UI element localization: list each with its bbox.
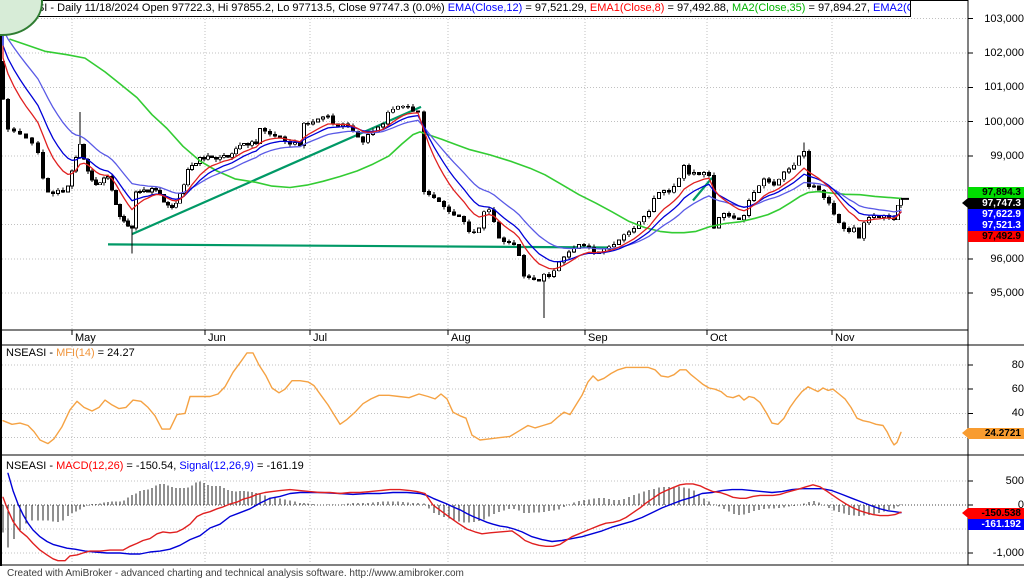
month-label-oct: Oct (710, 332, 728, 344)
gridlines (2, 18, 968, 564)
tag-arrow-icon (962, 428, 968, 438)
moving-average-lines (2, 21, 909, 270)
tag-arrow-icon (962, 508, 968, 518)
macd-title-segment: NSEASI - (6, 460, 57, 472)
macd-histogram (2, 481, 902, 548)
value-tag: 97,521.3 (968, 220, 1024, 231)
month-label-nov: Nov (835, 332, 855, 344)
axis-tick-label: -1,000 (992, 547, 1024, 559)
value-tag: -161.192 (968, 519, 1024, 530)
axis-tick-label: 95,000 (990, 287, 1024, 300)
month-label-may: May (75, 332, 96, 344)
ellipse-annotation[interactable] (0, 0, 70, 50)
value-tag: -150.538 (962, 508, 1024, 519)
macd-title-segment: Signal(12,26,9) (179, 460, 254, 472)
macd-title-segment: MACD(12,26) (56, 460, 124, 472)
tag-arrow-icon (962, 198, 968, 208)
axis-tick-label: 0 (1017, 499, 1024, 511)
macd-title-segment: = -150.54, (123, 460, 180, 472)
price-title-segment: MA2(Close,35) (732, 2, 806, 14)
price-title-segment: = 97,521.29, (522, 2, 590, 14)
candlesticks[interactable] (1, 61, 903, 319)
price-title-segment: EMA(Close,12) (447, 2, 523, 14)
price-title-segment: EMA2(Close,20) (873, 2, 910, 14)
axis-tick-label: 100,000 (984, 115, 1024, 128)
mfi-title-segment: MFI(14) (56, 347, 95, 359)
ellipse-annotation-shape[interactable] (0, 0, 43, 36)
month-label-sep: Sep (588, 332, 608, 344)
value-tag: 97,492.9 (968, 231, 1024, 242)
price-title-segment: NSEASI - Daily 11/18/2024 Open 97722.3, … (7, 2, 448, 14)
macd-title-segment: = -161.19 (253, 460, 304, 472)
mfi-line (2, 352, 902, 446)
mfi-title-segment: NSEASI - (6, 347, 57, 359)
axis-tick-label: 101,000 (984, 81, 1024, 94)
axis-tick-label: 99,000 (990, 149, 1024, 162)
axis-tick-label: 500 (1005, 475, 1024, 487)
value-tag: 97,747.3 (962, 198, 1024, 209)
price-title-segment: = 97,492.88, (664, 2, 733, 14)
price-title-segment: EMA1(Close,8) (589, 2, 665, 14)
status-bar: Created with AmiBroker - advanced charti… (0, 566, 1024, 583)
price-title-segment: = 97,894.27, (805, 2, 873, 14)
price-pane-title: NSEASI - Daily 11/18/2024 Open 97722.3, … (0, 0, 911, 17)
mfi-pane-title: NSEASI - MFI(14) = 24.27 (6, 347, 135, 360)
macd-lines (2, 472, 902, 562)
value-tag: 97,622.9 (968, 209, 1024, 220)
axis-tick-label: 80 (1011, 359, 1024, 371)
macd-pane-title: NSEASI - MACD(12,26) = -150.54, Signal(1… (6, 460, 304, 473)
axis-tick-label: 60 (1011, 383, 1024, 396)
axis-tick-label: 102,000 (984, 47, 1024, 59)
month-label-jul: Jul (313, 332, 328, 344)
axis-tick-label: 40 (1011, 407, 1024, 420)
mfi-title-segment: = 24.27 (94, 347, 135, 359)
month-label-jun: Jun (208, 332, 226, 344)
axis-tick-label: 96,000 (990, 252, 1024, 265)
axis-tick-label: 103,000 (984, 12, 1024, 25)
status-text: Created with AmiBroker - advanced charti… (7, 568, 464, 579)
value-tag: 97,894.3 (968, 187, 1024, 198)
value-tag: 24.2721 (962, 428, 1024, 439)
month-label-aug: Aug (451, 332, 471, 344)
